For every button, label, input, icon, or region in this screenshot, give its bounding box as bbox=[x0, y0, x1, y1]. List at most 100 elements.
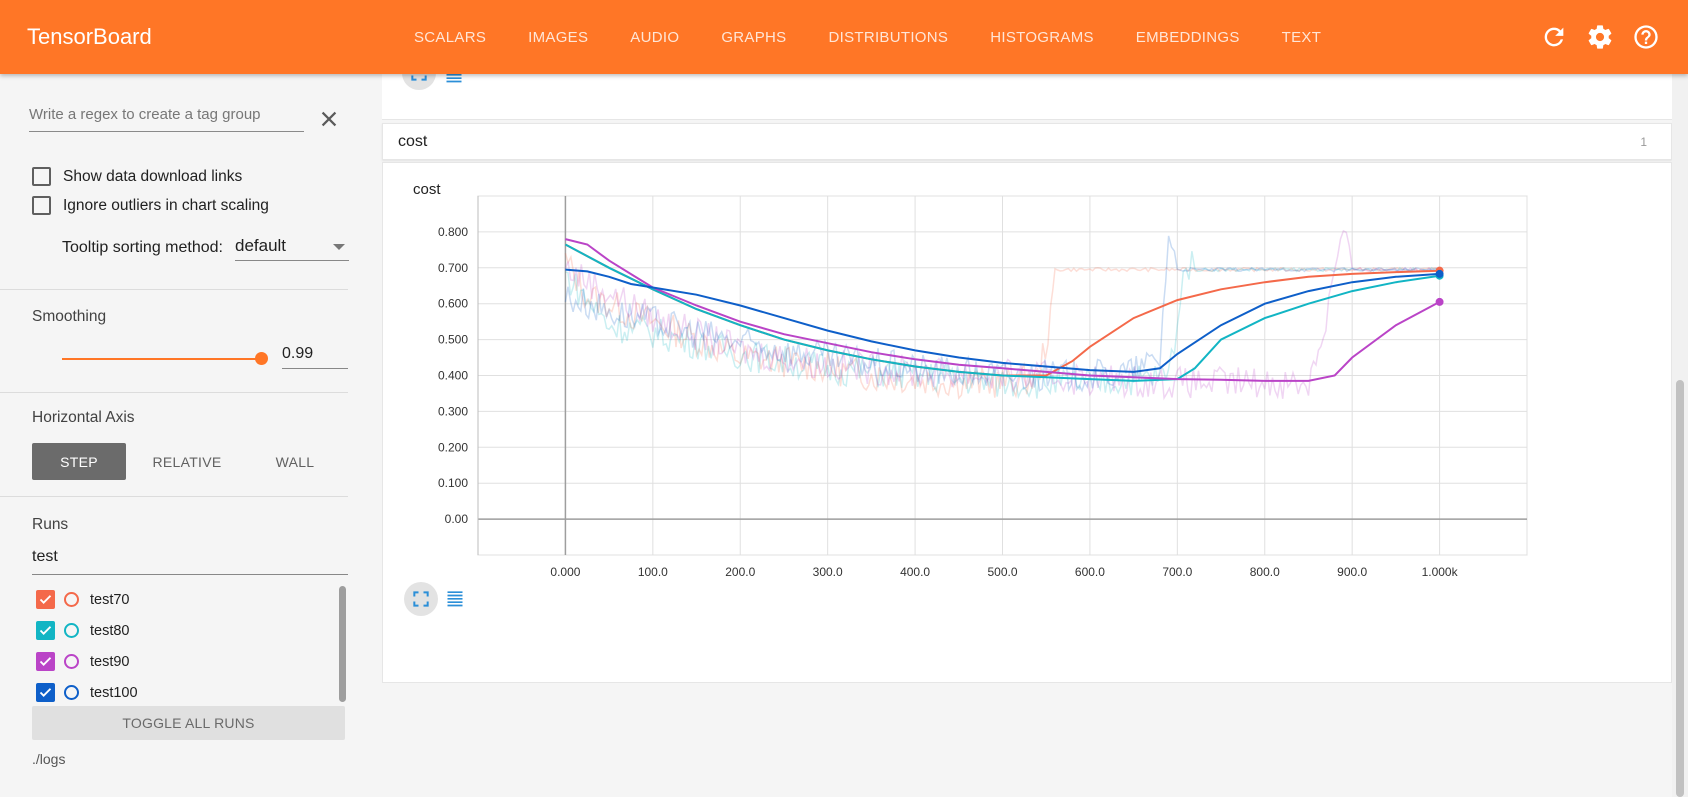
y-tick-label: 0.700 bbox=[438, 261, 468, 275]
y-tick-label: 0.400 bbox=[438, 369, 468, 383]
settings-icon[interactable] bbox=[1586, 23, 1614, 51]
y-tick-label: 0.00 bbox=[445, 512, 469, 526]
run-item-test80[interactable]: test80 bbox=[32, 615, 348, 646]
axis-step-button[interactable]: STEP bbox=[32, 443, 126, 480]
tab-histograms[interactable]: HISTOGRAMS bbox=[990, 28, 1094, 46]
x-tick-label: 600.0 bbox=[1075, 565, 1105, 579]
series-line bbox=[564, 243, 1440, 382]
axis-wall-button[interactable]: WALL bbox=[275, 453, 315, 470]
category-title: cost bbox=[398, 133, 428, 150]
refresh-icon[interactable] bbox=[1540, 23, 1568, 51]
main-content: cost 1 cost 0.00 0.100 0.200 0.300 0.400 0.50… bbox=[354, 56, 1672, 797]
check-icon bbox=[39, 657, 52, 666]
smoothing-slider[interactable] bbox=[62, 351, 268, 367]
show-download-links-label: Show data download links bbox=[63, 167, 243, 185]
tab-audio[interactable]: AUDIO bbox=[630, 28, 680, 46]
x-tick-label: 300.0 bbox=[813, 565, 843, 579]
raw-series-line bbox=[564, 252, 1438, 401]
smoothing-label: Smoothing bbox=[32, 308, 107, 325]
runs-filter-input[interactable]: test bbox=[32, 548, 348, 575]
chevron-down-icon bbox=[332, 244, 345, 250]
x-tick-label: 1.000k bbox=[1422, 565, 1459, 579]
nav-tabs: SCALARS IMAGES AUDIO GRAPHS DISTRIBUTION… bbox=[393, 0, 1342, 74]
run-checkbox[interactable] bbox=[36, 590, 55, 609]
check-icon bbox=[39, 626, 52, 635]
x-tick-label: 200.0 bbox=[725, 565, 755, 579]
tab-distributions[interactable]: DISTRIBUTIONS bbox=[828, 28, 949, 46]
y-tick-label: 0.200 bbox=[438, 440, 468, 454]
run-item-test70[interactable]: test70 bbox=[32, 584, 348, 615]
sidebar: Show data download links Ignore outliers… bbox=[0, 74, 354, 797]
slider-track bbox=[62, 358, 264, 360]
run-checkbox[interactable] bbox=[36, 652, 55, 671]
regex-input[interactable] bbox=[29, 104, 304, 123]
ignore-outliers-label: Ignore outliers in chart scaling bbox=[63, 196, 269, 214]
show-download-links-checkbox[interactable] bbox=[32, 167, 51, 186]
tooltip-sorting-row: Tooltip sorting method: default bbox=[62, 234, 349, 261]
run-color-circle-icon[interactable] bbox=[64, 592, 79, 607]
fullscreen-button[interactable] bbox=[404, 582, 438, 616]
axis-relative-button[interactable]: RELATIVE bbox=[152, 453, 222, 470]
ignore-outliers-checkbox[interactable] bbox=[32, 196, 51, 215]
tooltip-sorting-select[interactable]: default bbox=[234, 234, 349, 261]
close-icon[interactable] bbox=[318, 108, 340, 130]
run-checkbox[interactable] bbox=[36, 683, 55, 702]
run-item-test100[interactable]: test100 bbox=[32, 677, 348, 702]
page-scrollbar-thumb[interactable] bbox=[1676, 380, 1684, 797]
runs-label: Runs bbox=[32, 516, 69, 533]
run-item-test90[interactable]: test90 bbox=[32, 646, 348, 677]
app-title: TensorBoard bbox=[27, 24, 152, 49]
divider bbox=[0, 289, 348, 290]
data-table-icon[interactable] bbox=[445, 588, 467, 610]
run-color-circle-icon[interactable] bbox=[64, 685, 79, 700]
x-tick-label: 800.0 bbox=[1250, 565, 1280, 579]
tab-images[interactable]: IMAGES bbox=[528, 28, 589, 46]
slider-knob[interactable] bbox=[255, 352, 268, 365]
divider bbox=[0, 496, 348, 497]
raw-series-line bbox=[565, 251, 1437, 400]
x-tick-label: 700.0 bbox=[1162, 565, 1192, 579]
help-icon[interactable] bbox=[1632, 23, 1660, 51]
horizontal-axis-options: STEP RELATIVE WALL bbox=[32, 443, 356, 480]
category-count: 1 bbox=[1640, 135, 1647, 149]
x-tick-label: 500.0 bbox=[987, 565, 1017, 579]
x-tick-label: 0.000 bbox=[550, 565, 580, 579]
toggle-all-runs-button[interactable]: TOGGLE ALL RUNS bbox=[32, 706, 345, 740]
run-label: test80 bbox=[90, 622, 130, 639]
chart-title: cost bbox=[413, 181, 441, 198]
y-tick-label: 0.100 bbox=[438, 476, 468, 490]
top-app-bar: TensorBoard SCALARS IMAGES AUDIO GRAPHS … bbox=[0, 0, 1688, 74]
run-label: test100 bbox=[90, 684, 138, 701]
ignore-outliers-row[interactable]: Ignore outliers in chart scaling bbox=[32, 196, 269, 215]
tab-text[interactable]: TEXT bbox=[1281, 28, 1322, 46]
series-line bbox=[565, 238, 1441, 382]
line-chart[interactable]: 0.00 0.100 0.200 0.300 0.400 0.500 0.600 0.700 0… bbox=[383, 163, 1673, 684]
y-tick-label: 0.800 bbox=[438, 225, 468, 239]
tag-group-regex bbox=[29, 104, 304, 132]
y-tick-label: 0.500 bbox=[438, 333, 468, 347]
run-list: test70 test80 test90 test100 bbox=[32, 584, 348, 702]
tab-scalars[interactable]: SCALARS bbox=[414, 28, 487, 46]
tooltip-sorting-label: Tooltip sorting method: bbox=[62, 238, 223, 256]
log-directory: ./logs bbox=[32, 751, 66, 767]
run-checkbox[interactable] bbox=[36, 621, 55, 640]
run-list-scrollbar[interactable] bbox=[339, 586, 346, 702]
horizontal-axis-label: Horizontal Axis bbox=[32, 409, 135, 426]
run-label: test90 bbox=[90, 653, 130, 670]
x-tick-label: 900.0 bbox=[1337, 565, 1367, 579]
category-header[interactable]: cost 1 bbox=[382, 123, 1672, 160]
tab-embeddings[interactable]: EMBEDDINGS bbox=[1135, 28, 1240, 46]
smoothing-value-input[interactable]: 0.99 bbox=[282, 342, 348, 369]
previous-chart-card-footer bbox=[382, 56, 1672, 120]
series-line bbox=[565, 268, 1440, 373]
run-color-circle-icon[interactable] bbox=[64, 654, 79, 669]
toolbar-icons bbox=[1540, 23, 1660, 51]
run-color-circle-icon[interactable] bbox=[64, 623, 79, 638]
show-download-links-row[interactable]: Show data download links bbox=[32, 167, 242, 186]
y-tick-label: 0.300 bbox=[438, 404, 468, 418]
tab-graphs[interactable]: GRAPHS bbox=[721, 28, 787, 46]
page-scrollbar[interactable] bbox=[1672, 74, 1688, 797]
fullscreen-icon bbox=[413, 591, 429, 607]
chart-card: cost 0.00 0.100 0.200 0.300 0.400 0.500 0.600 0… bbox=[382, 162, 1672, 683]
check-icon bbox=[39, 595, 52, 604]
